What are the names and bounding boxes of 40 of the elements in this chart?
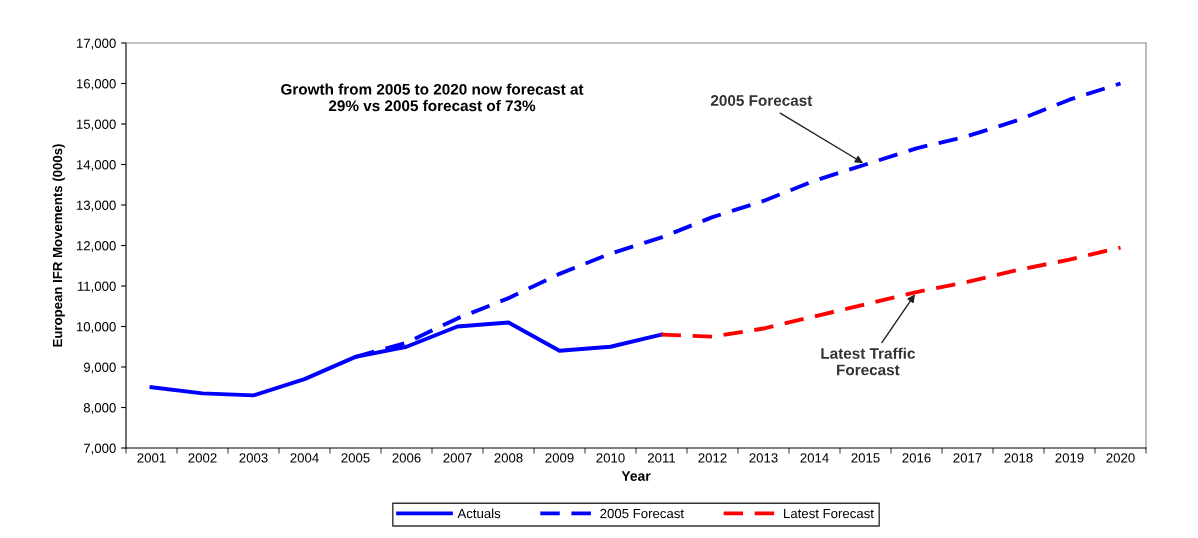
- y-tick-label: 7,000: [83, 443, 116, 455]
- x-tick-label: 2017: [953, 453, 982, 463]
- x-tick-label: 2014: [800, 453, 829, 463]
- y-tick-label: 16,000: [76, 79, 116, 90]
- y-tick-label: 12,000: [76, 241, 116, 252]
- legend-label: Latest Forecast: [784, 508, 874, 519]
- x-tick-label: 2003: [239, 453, 268, 463]
- x-tick-label: 2013: [749, 453, 778, 463]
- x-tick-label: 2010: [596, 453, 625, 463]
- y-tick-label: 14,000: [76, 160, 116, 171]
- x-axis-title: Year: [621, 471, 651, 481]
- y-tick-label: 15,000: [76, 119, 116, 131]
- y-tick-label: 10,000: [76, 322, 116, 333]
- x-tick-label: 2009: [545, 453, 574, 463]
- x-tick-label: 2006: [392, 453, 421, 463]
- x-tick-label: 2005: [341, 453, 370, 463]
- annotation: 2005 Forecast: [710, 95, 813, 106]
- legend-label: Actuals: [457, 508, 501, 519]
- y-tick-label: 9,000: [83, 362, 116, 374]
- line-series: [659, 245, 1123, 339]
- y-tick-label: 13,000: [76, 200, 116, 212]
- x-tick-label: 2020: [1106, 453, 1135, 463]
- y-tick-label: 11,000: [77, 281, 116, 293]
- x-tick-label: 2011: [647, 453, 676, 463]
- x-tick-label: 2008: [494, 453, 523, 463]
- y-axis-title: European IFR Movements (000s): [52, 144, 65, 347]
- x-tick-label: 2018: [1004, 453, 1033, 463]
- x-tick-label: 2001: [137, 453, 166, 463]
- x-tick-label: 2004: [290, 453, 319, 463]
- x-tick-label: 2007: [443, 453, 472, 463]
- y-tick-label: 17,000: [76, 38, 116, 50]
- x-tick-label: 2015: [851, 453, 880, 463]
- legend-label: 2005 Forecast: [600, 508, 684, 519]
- x-tick-label: 2016: [902, 453, 931, 463]
- x-tick-label: 2002: [188, 453, 217, 463]
- y-tick-label: 8,000: [83, 403, 116, 414]
- x-tick-label: 2012: [698, 453, 727, 463]
- annotation: Growth from 2005 to 2020 now forecast at 29% vs 2005 forecast of 73%: [281, 83, 584, 112]
- annotation: Latest Traffic Forecast: [821, 347, 915, 376]
- x-tick-label: 2019: [1055, 453, 1084, 463]
